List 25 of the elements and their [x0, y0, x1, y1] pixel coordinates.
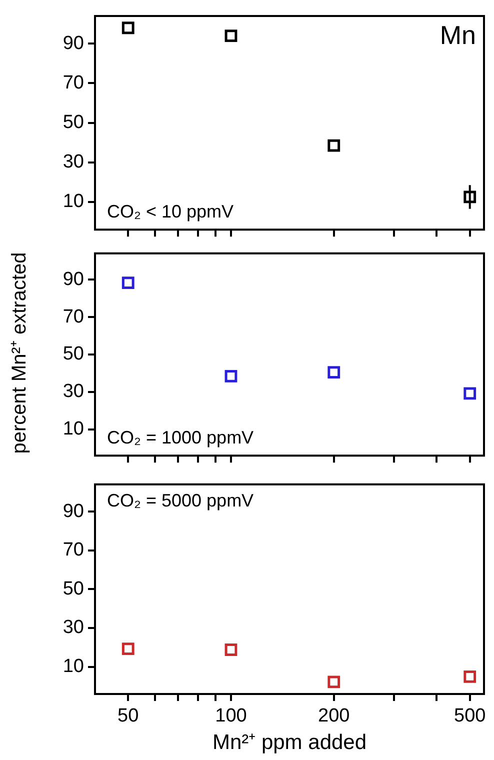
y-tick-label: 30	[62, 152, 84, 173]
y-tick-label: 10	[62, 656, 84, 678]
y-tick-label: 50	[62, 344, 84, 365]
y-tick-label: 90	[62, 32, 84, 54]
y-tick-label: 50	[62, 578, 84, 600]
annotation: Mn	[440, 20, 476, 50]
y-tick-label: 50	[62, 112, 84, 134]
annotation: CO₂ = 5000 ppmV	[107, 490, 254, 510]
annotation: CO₂ = 1000 ppmV	[107, 428, 254, 448]
x-tick-label: 100	[215, 706, 247, 727]
x-tick-label: 200	[318, 706, 350, 727]
y-tick-label: 70	[62, 540, 84, 561]
y-tick-label: 90	[62, 268, 84, 290]
y-tick-label: 70	[62, 72, 84, 94]
y-axis-title: percent Mn²⁺ extracted	[8, 252, 32, 454]
y-tick-label: 10	[62, 191, 84, 212]
y-tick-label: 70	[62, 306, 84, 328]
y-tick-label: 30	[62, 381, 84, 402]
y-tick-label: 30	[62, 617, 84, 638]
x-axis-title: Mn²⁺ ppm added	[212, 731, 367, 754]
annotation: CO₂ < 10 ppmV	[107, 202, 234, 222]
x-tick-label: 50	[118, 706, 139, 727]
y-tick-label: 10	[62, 418, 84, 440]
x-tick-label: 500	[454, 706, 486, 727]
y-tick-label: 90	[62, 500, 84, 522]
